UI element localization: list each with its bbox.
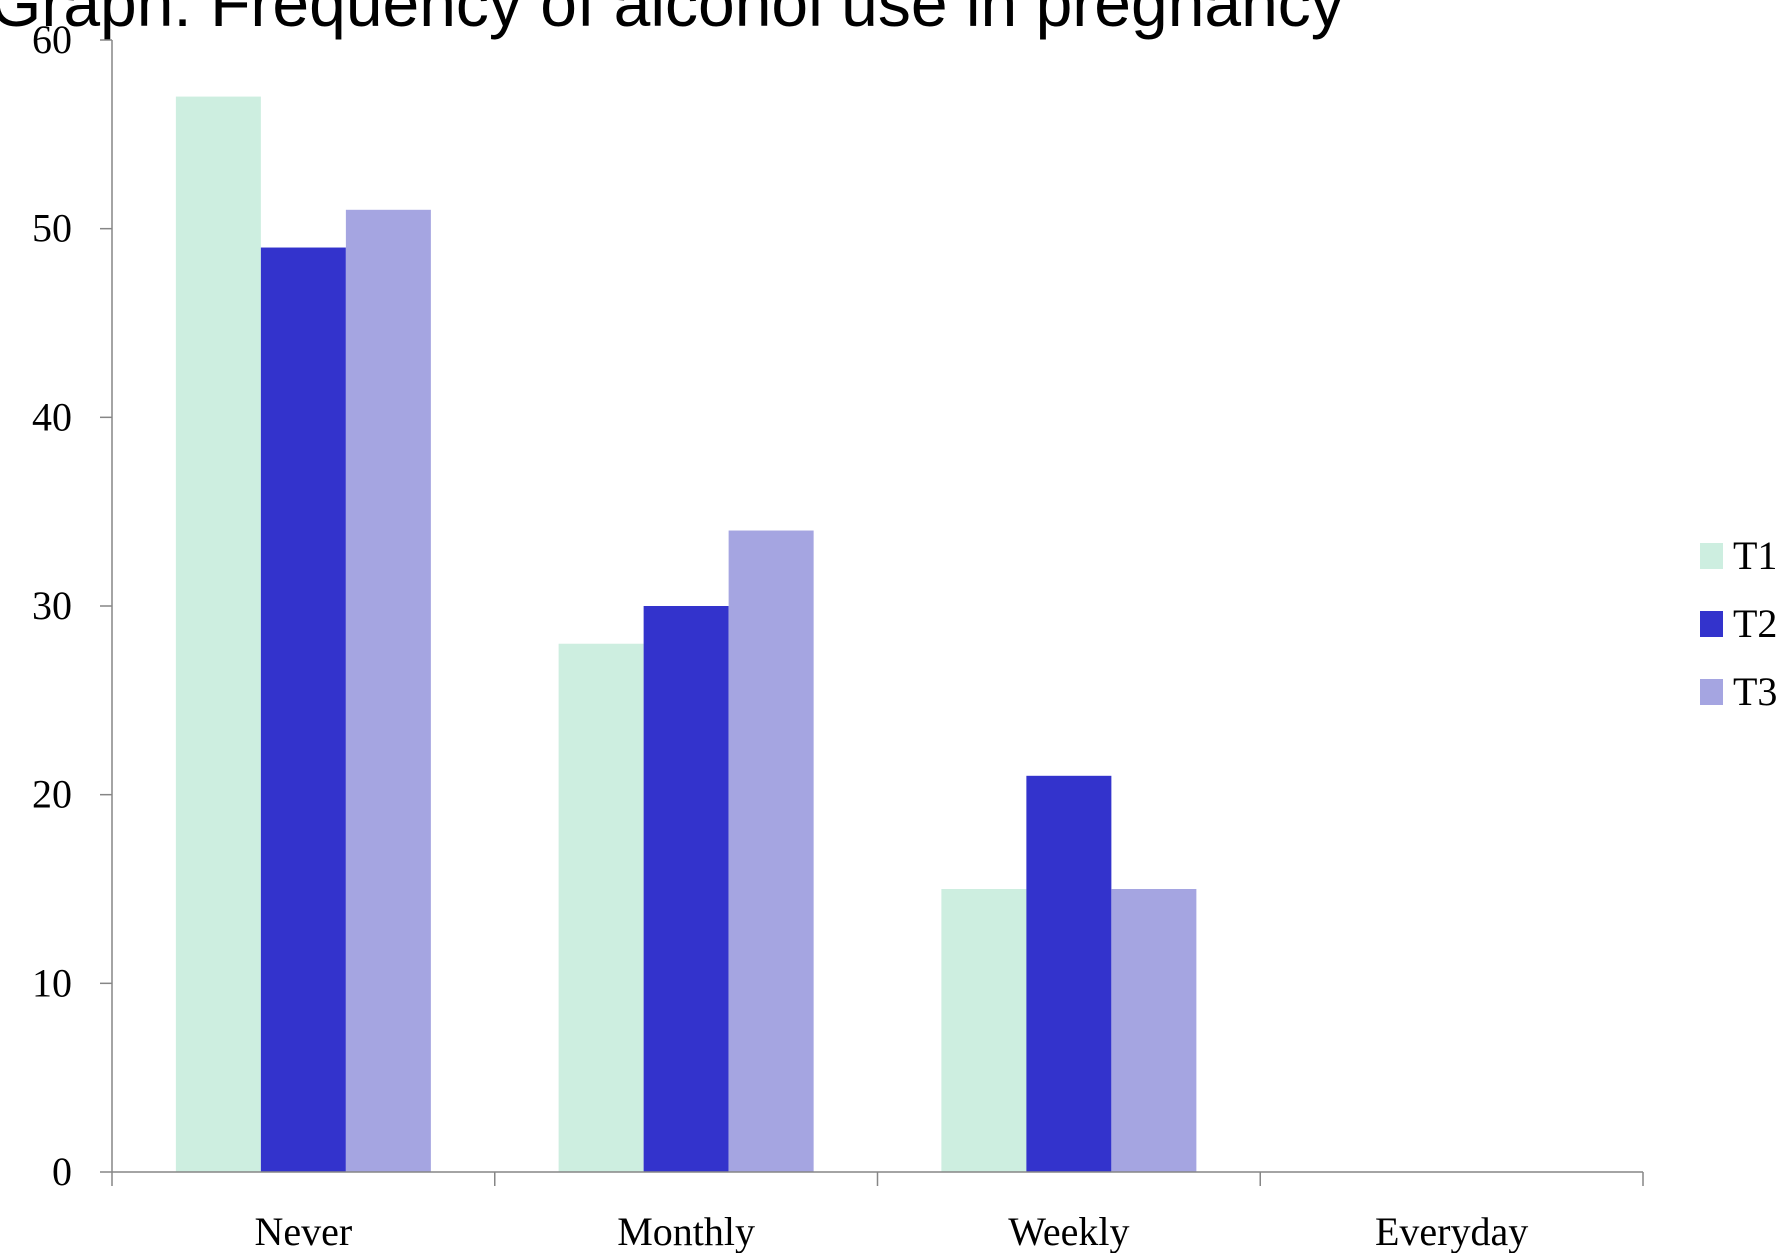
legend-swatch-t2 — [1700, 611, 1723, 637]
y-tick-label: 60 — [32, 17, 72, 62]
y-tick-label: 30 — [32, 583, 72, 628]
bars-layer — [175, 96, 1197, 1173]
y-tick-label: 40 — [32, 394, 72, 439]
y-tick-label: 10 — [32, 960, 72, 1005]
bar-t1-weekly — [941, 889, 1027, 1172]
bar-t2-weekly — [1026, 775, 1112, 1172]
y-tick-label: 20 — [32, 772, 72, 817]
legend-label-t2: T2 — [1733, 601, 1777, 646]
x-tick-label-monthly: Monthly — [617, 1209, 755, 1253]
bar-t2-never — [260, 247, 346, 1173]
bar-t3-weekly — [1111, 889, 1197, 1172]
bar-t2-monthly — [643, 606, 729, 1172]
legend-label-t3: T3 — [1733, 669, 1777, 714]
x-tick-label-weekly: Weekly — [1008, 1209, 1129, 1253]
y-tick-label: 0 — [52, 1149, 72, 1194]
axes-layer: 0 10 20 30 40 50 60 Never Monthly Weekly Everyday — [32, 17, 1644, 1253]
legend: T1 T2 T3 — [1700, 533, 1777, 714]
x-tick-label-never: Never — [255, 1209, 353, 1253]
bar-t1-monthly — [558, 643, 644, 1172]
bar-t3-never — [345, 209, 431, 1173]
x-tick-label-everyday: Everyday — [1375, 1209, 1528, 1253]
bar-t1-never — [175, 96, 261, 1173]
legend-swatch-t3 — [1700, 679, 1723, 705]
legend-label-t1: T1 — [1733, 533, 1777, 578]
bar-t3-monthly — [728, 530, 814, 1172]
y-tick-label: 50 — [32, 206, 72, 251]
chart-title: Graph: Frequency of alcohol use in pregn… — [0, 0, 1344, 40]
legend-swatch-t1 — [1700, 543, 1723, 569]
